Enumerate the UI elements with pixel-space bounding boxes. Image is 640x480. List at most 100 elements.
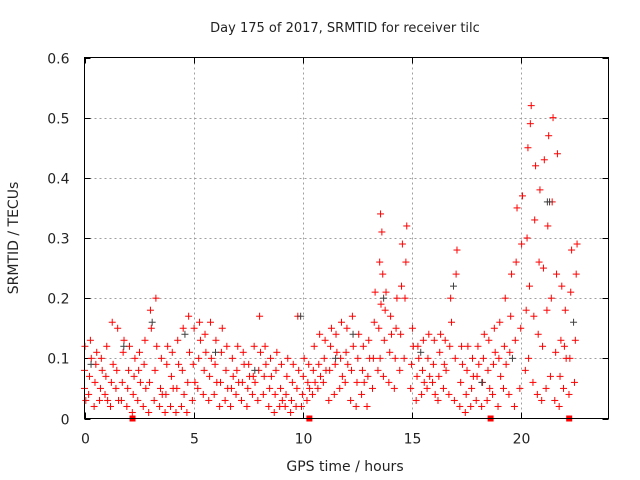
data-point-red bbox=[408, 360, 416, 368]
data-point-red bbox=[348, 366, 356, 374]
x-tick-label: 0 bbox=[81, 432, 90, 448]
data-point-red bbox=[102, 372, 110, 380]
data-point-red bbox=[398, 282, 406, 290]
data-point-red bbox=[277, 384, 285, 392]
data-point-red bbox=[452, 270, 460, 278]
data-point-red bbox=[206, 372, 214, 380]
data-point-red bbox=[484, 366, 492, 374]
data-point-red bbox=[573, 240, 581, 248]
data-point-red bbox=[326, 366, 334, 374]
data-point-red bbox=[178, 366, 186, 374]
data-point-red bbox=[222, 366, 230, 374]
data-point-red bbox=[281, 402, 289, 410]
data-point-red bbox=[327, 342, 335, 350]
data-point-red bbox=[98, 366, 106, 374]
data-point-red bbox=[458, 342, 466, 350]
data-point-red bbox=[360, 378, 368, 386]
data-point-red bbox=[265, 402, 273, 410]
data-point-red bbox=[319, 378, 327, 386]
data-point-red bbox=[354, 354, 362, 362]
data-point-red bbox=[369, 354, 377, 362]
data-point-red bbox=[273, 348, 281, 356]
data-point-red bbox=[200, 366, 208, 374]
data-point-red bbox=[271, 390, 279, 398]
data-point-grey bbox=[251, 366, 259, 374]
data-point-red bbox=[371, 288, 379, 296]
data-point-red bbox=[331, 360, 339, 368]
data-point-red bbox=[293, 384, 301, 392]
data-point-red bbox=[343, 324, 351, 332]
data-point-red bbox=[497, 372, 505, 380]
data-point-red bbox=[397, 330, 405, 338]
data-point-red bbox=[109, 360, 117, 368]
data-point-red bbox=[157, 354, 165, 362]
data-point-red bbox=[472, 396, 480, 404]
data-point-red bbox=[270, 408, 278, 416]
data-point-red bbox=[534, 330, 542, 338]
data-point-red bbox=[277, 360, 285, 368]
data-point-red bbox=[283, 372, 291, 380]
data-point-red bbox=[267, 372, 275, 380]
data-point-red bbox=[309, 366, 317, 374]
data-point-red bbox=[418, 366, 426, 374]
data-point-red bbox=[429, 360, 437, 368]
data-point-red bbox=[447, 294, 455, 302]
data-point-red bbox=[186, 348, 194, 356]
data-point-red bbox=[506, 348, 514, 356]
data-point-red bbox=[179, 324, 187, 332]
data-point-red bbox=[212, 336, 220, 344]
data-point-red bbox=[303, 396, 311, 404]
data-point-red bbox=[256, 312, 264, 320]
data-point-red bbox=[533, 390, 541, 398]
data-point-red bbox=[194, 384, 202, 392]
data-point-red bbox=[295, 366, 303, 374]
data-point-red bbox=[543, 306, 551, 314]
data-point-red bbox=[97, 354, 105, 362]
data-point-red bbox=[446, 342, 454, 350]
data-point-red bbox=[456, 402, 464, 410]
y-tick-label: 0.1 bbox=[47, 352, 69, 368]
data-point-red bbox=[527, 102, 535, 110]
data-point-red bbox=[156, 402, 164, 410]
data-point-red bbox=[147, 324, 155, 332]
data-point-red bbox=[390, 384, 398, 392]
data-point-red bbox=[136, 348, 144, 356]
data-point-red bbox=[261, 342, 269, 350]
data-point-red bbox=[300, 354, 308, 362]
data-point-red bbox=[104, 396, 112, 404]
data-point-red bbox=[494, 402, 502, 410]
x-axis-label: GPS time / hours bbox=[286, 459, 403, 475]
data-point-red bbox=[259, 390, 267, 398]
data-point-red bbox=[150, 396, 158, 404]
data-point-red bbox=[491, 348, 499, 356]
data-point-red bbox=[306, 384, 314, 392]
data-point-red bbox=[320, 354, 328, 362]
data-point-red bbox=[196, 336, 204, 344]
data-point-red bbox=[420, 378, 428, 386]
data-point-red bbox=[473, 372, 481, 380]
data-point-grey bbox=[417, 348, 425, 356]
data-point-red bbox=[124, 384, 132, 392]
data-point-red bbox=[333, 348, 341, 356]
data-point-red bbox=[413, 372, 421, 380]
data-point-red bbox=[82, 396, 90, 404]
data-point-red bbox=[101, 390, 109, 398]
data-point-red bbox=[524, 144, 532, 152]
data-point-red bbox=[415, 354, 423, 362]
data-point-red bbox=[243, 402, 251, 410]
data-point-red bbox=[140, 360, 148, 368]
data-point-red bbox=[467, 402, 475, 410]
data-point-grey bbox=[87, 360, 95, 368]
data-point-red bbox=[386, 348, 394, 356]
data-point-red bbox=[87, 354, 95, 362]
data-point-red bbox=[381, 306, 389, 314]
data-point-red bbox=[239, 348, 247, 356]
data-point-red bbox=[462, 390, 470, 398]
data-point-red bbox=[490, 324, 498, 332]
data-point-red bbox=[542, 384, 550, 392]
data-point-red bbox=[555, 402, 563, 410]
data-point-red bbox=[93, 348, 101, 356]
data-point-red bbox=[385, 378, 393, 386]
data-point-grey bbox=[546, 198, 554, 206]
